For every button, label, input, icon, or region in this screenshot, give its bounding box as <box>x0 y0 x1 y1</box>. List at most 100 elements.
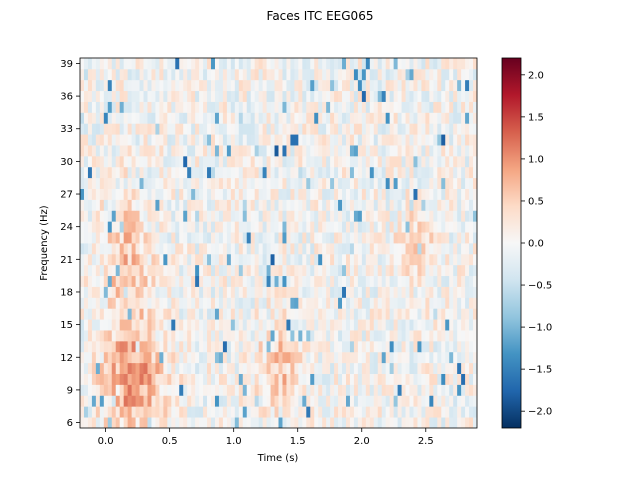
heatmap-cell <box>302 79 307 92</box>
heatmap-cell <box>214 243 220 255</box>
heatmap-cell <box>338 286 343 298</box>
heatmap-cell <box>437 199 442 211</box>
heatmap-cell <box>369 134 375 146</box>
heatmap-cell <box>278 406 283 418</box>
heatmap-cell <box>441 188 446 200</box>
heatmap-cell <box>401 253 406 266</box>
heatmap-cell <box>151 395 156 407</box>
heatmap-cell <box>278 134 283 146</box>
heatmap-cell <box>397 112 402 124</box>
heatmap-cell <box>254 340 260 353</box>
heatmap-cell <box>155 166 160 179</box>
heatmap-cell <box>151 58 156 70</box>
heatmap-cell <box>218 123 224 135</box>
heatmap-cell <box>365 79 371 92</box>
heatmap-cell <box>242 123 248 135</box>
heatmap-cell <box>278 177 283 189</box>
heatmap-cell <box>326 384 331 396</box>
heatmap-cell <box>95 79 101 92</box>
heatmap-cell <box>238 286 244 298</box>
heatmap-cell <box>429 134 434 146</box>
heatmap-cell <box>365 275 371 287</box>
heatmap-cell <box>389 123 395 135</box>
heatmap-cell <box>457 286 462 298</box>
heatmap-cell <box>99 188 105 200</box>
heatmap-cell <box>211 166 216 179</box>
heatmap-cell <box>425 210 430 222</box>
heatmap-cell <box>278 253 283 266</box>
heatmap-cell <box>199 264 204 277</box>
heatmap-cell <box>342 177 347 189</box>
heatmap-cell <box>270 275 275 287</box>
heatmap-cell <box>298 395 303 407</box>
heatmap-cell <box>377 90 383 102</box>
heatmap-cell <box>83 90 89 102</box>
heatmap-cell <box>357 123 363 135</box>
heatmap-cell <box>83 210 89 222</box>
heatmap-cell <box>111 417 117 428</box>
heatmap-cell <box>147 243 152 255</box>
heatmap-cell <box>417 79 422 92</box>
heatmap-cell <box>449 101 454 113</box>
heatmap-cell <box>95 373 101 385</box>
heatmap-cell <box>143 319 148 331</box>
heatmap-cell <box>302 351 307 364</box>
heatmap-cell <box>254 68 260 81</box>
heatmap-cell <box>199 112 204 124</box>
heatmap-cell <box>373 275 379 287</box>
heatmap-cell <box>171 243 176 255</box>
heatmap-cell <box>226 166 232 179</box>
heatmap-cell <box>151 145 156 157</box>
heatmap-cell <box>258 417 264 428</box>
heatmap-cell <box>385 134 391 146</box>
heatmap-cell <box>381 395 387 407</box>
heatmap-cell <box>155 417 160 428</box>
heatmap-cell <box>222 134 228 146</box>
heatmap-cell <box>266 373 271 385</box>
heatmap-cell <box>211 243 216 255</box>
heatmap-cell <box>274 166 279 179</box>
heatmap-cell <box>199 79 204 92</box>
heatmap-cell <box>175 134 180 146</box>
heatmap-cell <box>282 275 287 287</box>
heatmap-cell <box>115 188 121 200</box>
heatmap-cell <box>369 351 375 364</box>
heatmap-cell <box>334 58 339 70</box>
heatmap-cell <box>385 199 391 211</box>
heatmap-cell <box>298 319 303 331</box>
heatmap-cell <box>314 58 319 70</box>
heatmap-cell <box>461 395 466 407</box>
heatmap-cell <box>461 351 466 364</box>
heatmap-cell <box>111 297 117 309</box>
heatmap-cell <box>278 79 283 92</box>
heatmap-cell <box>203 155 208 168</box>
heatmap-cell <box>465 232 470 244</box>
heatmap-cell <box>258 177 264 189</box>
heatmap-cell <box>214 384 220 396</box>
heatmap-cell <box>294 221 299 233</box>
heatmap-cell <box>338 68 343 81</box>
heatmap-cell <box>322 264 327 277</box>
heatmap-cell <box>211 90 216 102</box>
heatmap-cell <box>87 362 93 374</box>
heatmap-cell <box>397 232 402 244</box>
heatmap-cell <box>238 221 244 233</box>
heatmap-cell <box>369 232 375 244</box>
heatmap-cell <box>103 340 109 353</box>
heatmap-cell <box>465 308 470 320</box>
heatmap-cell <box>294 155 299 168</box>
heatmap-cell <box>397 308 402 320</box>
heatmap-cell <box>473 351 477 364</box>
heatmap-cell <box>310 177 315 189</box>
heatmap-cell <box>199 199 204 211</box>
heatmap-cell <box>127 275 133 287</box>
heatmap-cell <box>179 384 184 396</box>
heatmap-cell <box>155 362 160 374</box>
heatmap-cell <box>187 351 192 364</box>
heatmap-cell <box>151 177 156 189</box>
heatmap-cell <box>349 351 355 364</box>
heatmap-cell <box>274 199 279 211</box>
heatmap-cell <box>445 308 450 320</box>
heatmap-cell <box>326 286 331 298</box>
heatmap-cell <box>473 264 477 277</box>
